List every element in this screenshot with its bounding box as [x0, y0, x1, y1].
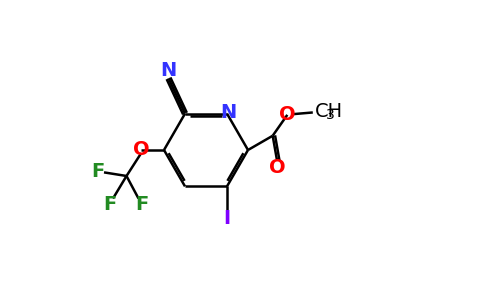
Text: O: O [279, 105, 296, 124]
Text: F: F [91, 162, 104, 181]
Text: O: O [269, 158, 286, 177]
Text: N: N [220, 103, 237, 122]
Text: N: N [160, 61, 177, 80]
Text: O: O [133, 140, 149, 159]
Text: 3: 3 [326, 109, 334, 122]
Text: CH: CH [315, 102, 343, 122]
Text: F: F [135, 195, 148, 214]
Text: I: I [224, 209, 230, 228]
Text: F: F [104, 195, 117, 214]
